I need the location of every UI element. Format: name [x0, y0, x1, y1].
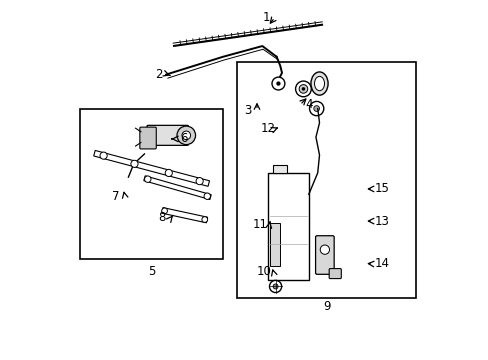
Circle shape	[269, 280, 281, 293]
Bar	[267, 173, 308, 280]
Circle shape	[295, 81, 311, 97]
Circle shape	[276, 81, 280, 86]
FancyBboxPatch shape	[140, 127, 156, 149]
Bar	[80, 109, 223, 258]
Text: 12: 12	[260, 122, 275, 135]
Polygon shape	[162, 208, 207, 223]
Ellipse shape	[314, 76, 324, 91]
Text: 5: 5	[148, 265, 155, 278]
Text: 9: 9	[322, 300, 330, 313]
Text: 10: 10	[256, 265, 271, 278]
Circle shape	[202, 217, 207, 222]
Text: 6: 6	[180, 132, 187, 145]
Circle shape	[203, 193, 210, 199]
Bar	[269, 223, 280, 266]
Circle shape	[131, 160, 138, 167]
Text: 3: 3	[244, 104, 251, 117]
Text: 1: 1	[262, 11, 269, 24]
FancyBboxPatch shape	[328, 269, 341, 279]
Circle shape	[165, 169, 172, 176]
Circle shape	[320, 245, 329, 254]
Circle shape	[313, 106, 319, 111]
Text: 15: 15	[374, 183, 388, 195]
Circle shape	[309, 102, 323, 116]
Circle shape	[196, 177, 203, 185]
Circle shape	[272, 284, 278, 289]
FancyBboxPatch shape	[147, 125, 188, 145]
Text: 14: 14	[374, 257, 389, 270]
Circle shape	[299, 85, 307, 93]
Circle shape	[301, 87, 305, 91]
Text: 13: 13	[374, 215, 388, 228]
Circle shape	[177, 126, 195, 145]
Bar	[272, 165, 287, 173]
Bar	[237, 62, 415, 298]
Polygon shape	[143, 176, 211, 199]
FancyBboxPatch shape	[315, 236, 333, 274]
Text: 4: 4	[305, 99, 312, 112]
Circle shape	[144, 176, 151, 183]
Text: 11: 11	[253, 218, 267, 231]
Ellipse shape	[310, 72, 327, 95]
Circle shape	[162, 208, 167, 214]
Circle shape	[100, 152, 107, 159]
Circle shape	[271, 77, 285, 90]
Text: 8: 8	[158, 211, 166, 224]
Text: 7: 7	[112, 190, 120, 203]
Polygon shape	[94, 150, 209, 186]
Circle shape	[182, 131, 190, 140]
Text: 2: 2	[155, 68, 162, 81]
